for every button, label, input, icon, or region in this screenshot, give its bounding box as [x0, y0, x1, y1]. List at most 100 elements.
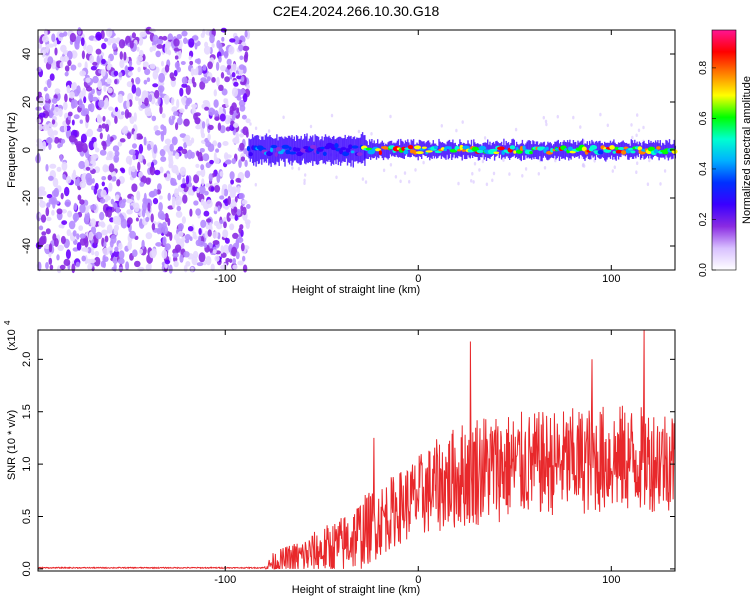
heatmap-cell	[210, 186, 215, 192]
heatmap-cell	[177, 231, 184, 237]
heatmap-cell	[415, 151, 424, 155]
y-tick-label: -40	[21, 238, 33, 254]
heatmap-cell	[214, 185, 221, 193]
heatmap-cell	[459, 144, 464, 151]
heatmap-cell	[554, 158, 557, 163]
heatmap-cell	[146, 143, 152, 151]
heatmap-cell	[147, 202, 151, 212]
heatmap-cell	[226, 58, 232, 66]
heatmap-cell	[472, 180, 475, 184]
heatmap-cell	[204, 230, 209, 239]
heatmap-cell	[87, 263, 93, 271]
heatmap-cell	[127, 66, 134, 71]
heatmap-cell	[461, 120, 464, 124]
heatmap-cell	[196, 262, 204, 267]
y-tick-label: 1.0	[21, 456, 33, 471]
heatmap-cell	[108, 163, 115, 173]
heatmap-cell	[106, 224, 113, 234]
heatmap-cell	[46, 202, 51, 208]
heatmap-cell	[189, 60, 194, 66]
heatmap-cell	[130, 205, 134, 210]
heatmap-cell	[579, 125, 582, 129]
heatmap-cell	[181, 83, 188, 88]
heatmap-cell	[105, 156, 110, 161]
heatmap-cell	[282, 115, 285, 120]
heatmap-cell	[455, 128, 458, 133]
heatmap-cell	[143, 136, 147, 146]
heatmap-cell	[133, 112, 137, 122]
heatmap-cell	[535, 141, 537, 159]
heatmap-cell	[407, 145, 414, 150]
heatmap-cell	[44, 102, 51, 111]
heatmap-cell	[84, 159, 89, 167]
heatmap-cell	[599, 140, 601, 160]
heatmap-cell	[152, 70, 159, 80]
heatmap-cell	[213, 220, 220, 227]
heatmap-cell	[174, 188, 179, 198]
heatmap-cell	[83, 215, 90, 225]
heatmap-cell	[81, 255, 86, 262]
heatmap-cell	[159, 105, 163, 115]
heatmap-cell	[104, 197, 109, 203]
heatmap-cell	[179, 133, 187, 139]
heatmap-cell	[597, 150, 604, 155]
heatmap-cell	[425, 142, 427, 156]
heatmap-cell	[89, 54, 94, 64]
heatmap-cell	[209, 159, 215, 165]
heatmap-cell	[173, 69, 178, 77]
heatmap-cell	[197, 151, 203, 162]
heatmap-cell	[249, 122, 252, 126]
heatmap-cell	[258, 139, 261, 164]
heatmap-cell	[513, 150, 517, 154]
heatmap-cell	[95, 99, 100, 109]
heatmap-cell	[217, 205, 221, 212]
spectrogram-x-label: Height of straight line (km)	[292, 284, 420, 296]
heatmap-cell	[41, 35, 49, 43]
heatmap-cell	[231, 87, 239, 97]
heatmap-cell	[104, 97, 109, 107]
heatmap-cell	[188, 38, 195, 48]
heatmap-cell	[183, 251, 190, 258]
heatmap-cell	[231, 158, 236, 165]
heatmap-cell	[297, 166, 301, 171]
heatmap-cell	[219, 171, 224, 177]
heatmap-cell	[155, 242, 163, 247]
heatmap-cell	[185, 85, 191, 96]
heatmap-cell	[69, 91, 75, 99]
heatmap-cell	[109, 239, 114, 248]
heatmap-cell	[351, 138, 353, 161]
heatmap-cell	[204, 106, 210, 111]
heatmap-cell	[181, 96, 187, 104]
heatmap-cell	[126, 81, 133, 88]
heatmap-cell	[136, 190, 141, 201]
heatmap-cell	[223, 221, 227, 229]
heatmap-cell	[139, 31, 147, 37]
heatmap-cell	[179, 254, 184, 263]
heatmap-cell	[117, 93, 124, 104]
heatmap-cell	[67, 111, 73, 117]
heatmap-cell	[182, 177, 186, 185]
heatmap-cell	[141, 239, 145, 250]
heatmap-cell	[148, 191, 155, 198]
heatmap-cell	[386, 144, 388, 159]
heatmap-cell	[101, 229, 108, 236]
heatmap-cell	[224, 204, 230, 210]
heatmap-cell	[98, 99, 105, 108]
colorbar-tick-label: 0.4	[698, 162, 709, 176]
heatmap-cell	[202, 153, 210, 162]
heatmap-cell	[77, 194, 82, 201]
heatmap-cell	[153, 188, 158, 197]
heatmap-cell	[498, 143, 500, 159]
heatmap-cell	[225, 154, 232, 159]
heatmap-cell	[118, 250, 125, 260]
heatmap-cell	[242, 264, 248, 273]
heatmap-cell	[245, 118, 251, 124]
heatmap-cell	[443, 148, 447, 152]
heatmap-cell	[203, 210, 210, 217]
heatmap-cell	[52, 177, 59, 188]
heatmap-cell	[79, 70, 87, 77]
heatmap-cell	[113, 224, 120, 232]
heatmap-cell	[274, 152, 278, 157]
heatmap-cell	[54, 47, 58, 56]
x-tick-label: 100	[602, 574, 620, 586]
